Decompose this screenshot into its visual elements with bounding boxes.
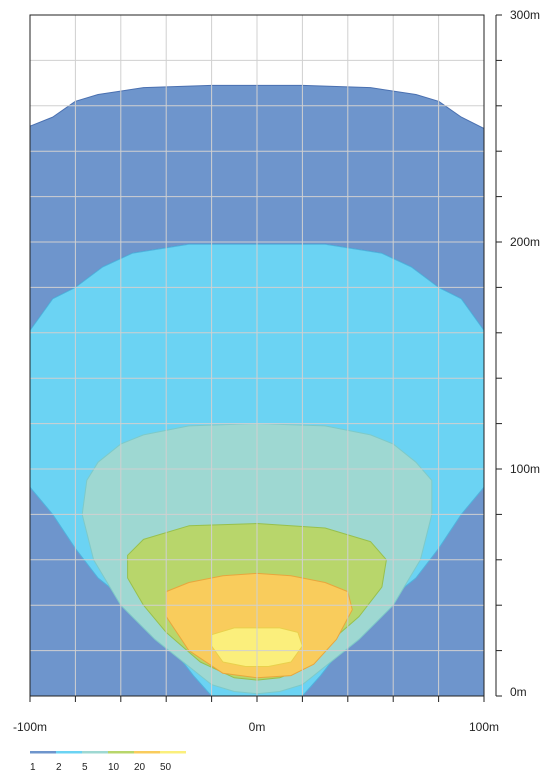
legend-label: 20 bbox=[134, 762, 146, 773]
axis-ticks: -100m 0m 100m 300m 200m 100m 0m bbox=[13, 8, 540, 734]
contour-level-20 bbox=[165, 572, 353, 679]
legend-label: 10 bbox=[108, 762, 120, 773]
grid-lines bbox=[30, 15, 484, 696]
y-tick-label: 0m bbox=[510, 685, 527, 699]
legend-swatch bbox=[108, 751, 134, 754]
legend: 1 2 5 10 20 50 bbox=[30, 751, 186, 773]
x-tick-label: 100m bbox=[469, 720, 499, 734]
legend-label: 2 bbox=[56, 762, 62, 773]
legend-swatch bbox=[30, 751, 56, 754]
legend-swatch bbox=[82, 751, 108, 754]
legend-swatch bbox=[56, 751, 82, 754]
x-tick-label: -100m bbox=[13, 720, 47, 734]
y-tick-label: 100m bbox=[510, 462, 540, 476]
legend-swatch bbox=[134, 751, 160, 754]
legend-label: 1 bbox=[30, 762, 36, 773]
y-tick-label: 200m bbox=[510, 235, 540, 249]
y-tick-label: 300m bbox=[510, 8, 540, 22]
legend-label: 50 bbox=[160, 762, 172, 773]
legend-label: 5 bbox=[82, 762, 88, 773]
legend-swatch bbox=[160, 751, 186, 754]
x-tick-label: 0m bbox=[249, 720, 266, 734]
